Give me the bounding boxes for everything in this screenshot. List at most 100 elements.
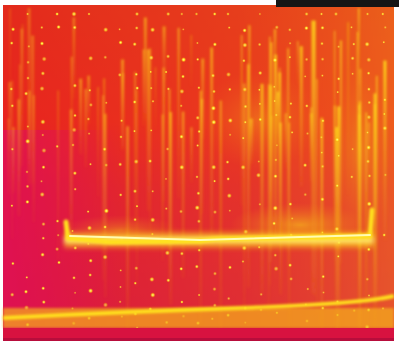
hot-dot <box>242 42 248 48</box>
hot-dot <box>134 11 140 17</box>
hot-streak <box>201 58 205 139</box>
hot-dot <box>210 105 216 111</box>
hot-dot <box>242 28 247 33</box>
hot-dot <box>257 160 261 163</box>
hot-dot <box>73 291 77 295</box>
hot-streak <box>279 122 282 295</box>
bright-bottom-band <box>2 294 395 341</box>
hot-dot <box>336 77 341 81</box>
hot-streak <box>288 122 290 330</box>
hot-dot <box>151 189 155 193</box>
hot-dot <box>350 56 355 61</box>
hot-streak <box>168 88 171 279</box>
hot-dot <box>288 28 292 32</box>
hot-dot <box>258 117 263 122</box>
hot-dot <box>179 104 183 108</box>
hot-dot <box>179 251 184 256</box>
hot-dot <box>56 233 60 237</box>
hot-streak <box>250 118 253 164</box>
hot-streak <box>9 8 11 101</box>
hot-dot <box>26 12 30 16</box>
hot-streak <box>313 20 316 296</box>
hot-streak <box>69 109 73 249</box>
hot-dot <box>88 102 93 107</box>
hot-dot <box>71 11 77 17</box>
hot-dot <box>133 217 137 222</box>
hot-dot <box>382 112 386 116</box>
hot-dot <box>166 87 171 91</box>
hot-dot <box>41 133 45 137</box>
hot-streak <box>17 99 20 217</box>
hot-dot <box>240 164 246 170</box>
hot-dot <box>303 163 308 168</box>
hot-dot <box>164 70 168 74</box>
hot-dot <box>179 164 185 170</box>
hot-dot <box>226 12 230 16</box>
hot-dot <box>89 162 92 166</box>
hot-streak <box>270 42 273 251</box>
hot-dot <box>165 147 170 151</box>
hot-dot <box>25 138 31 144</box>
hot-dot <box>55 219 60 223</box>
hot-dot <box>227 117 233 124</box>
hot-dot <box>320 197 325 202</box>
hot-dot <box>255 172 262 178</box>
hot-dot <box>149 276 155 282</box>
hot-dot <box>212 210 218 215</box>
hot-streak <box>376 75 378 308</box>
hot-dot <box>337 154 341 158</box>
hot-dot <box>226 193 232 199</box>
hot-dot <box>364 41 370 47</box>
hot-dot <box>382 40 386 44</box>
hot-dot <box>197 86 201 90</box>
hot-dot <box>119 135 123 139</box>
hot-dot <box>133 281 137 285</box>
hot-dot <box>133 129 136 133</box>
hot-streak <box>19 64 21 177</box>
hot-dot <box>103 225 107 229</box>
hot-dot <box>306 287 310 291</box>
hot-dot <box>88 288 94 294</box>
hot-dot <box>151 99 155 103</box>
hot-dot <box>150 292 156 298</box>
hot-dot <box>225 71 232 78</box>
hot-dot <box>351 147 354 151</box>
right-margin <box>394 0 399 345</box>
hot-streak <box>373 93 377 304</box>
hot-dot <box>365 12 370 16</box>
hot-streak <box>8 118 10 195</box>
hot-dot <box>212 12 217 16</box>
hot-streak <box>144 17 147 120</box>
hot-dot <box>321 118 325 123</box>
hot-dot <box>135 86 140 90</box>
hot-streak <box>190 35 192 87</box>
hot-dot <box>320 164 325 169</box>
hot-dot <box>367 174 372 178</box>
hot-dot <box>288 41 292 45</box>
hot-streak <box>162 26 166 82</box>
hot-dot <box>351 72 354 76</box>
hot-dot <box>25 170 29 174</box>
hot-dot <box>166 278 171 283</box>
hot-dot <box>288 263 293 268</box>
hot-dot <box>134 72 139 77</box>
hot-streak <box>337 106 340 331</box>
hot-dot <box>259 292 263 297</box>
hot-dot <box>226 177 230 181</box>
hot-dot <box>102 147 107 152</box>
hot-dot <box>366 201 372 207</box>
hot-dot <box>320 41 324 46</box>
hot-streak <box>297 41 299 84</box>
hot-dot <box>321 74 324 77</box>
hot-streak <box>274 54 277 241</box>
hot-dot <box>9 41 14 45</box>
hot-dot <box>39 86 45 92</box>
hot-dot <box>10 292 15 297</box>
hot-dot <box>102 302 109 308</box>
hot-dot <box>197 293 201 297</box>
hot-dot <box>181 74 185 79</box>
hot-dot <box>210 73 216 78</box>
hot-dot <box>290 217 294 220</box>
hot-streak <box>383 60 387 240</box>
hot-streak <box>32 95 35 222</box>
